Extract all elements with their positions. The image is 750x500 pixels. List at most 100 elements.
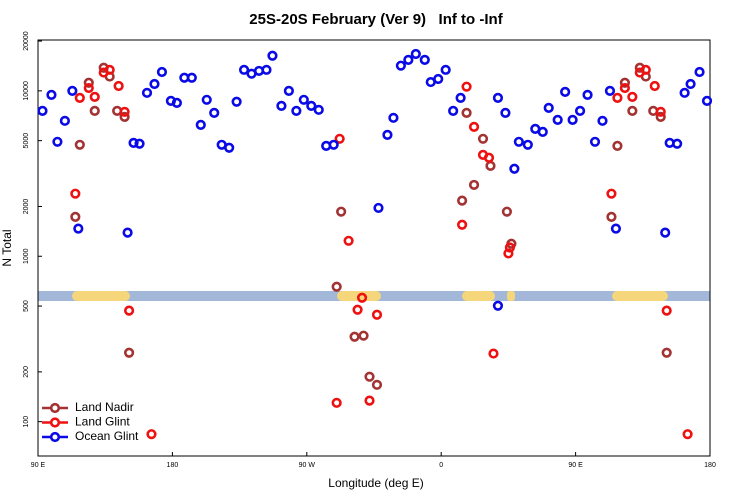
point xyxy=(224,142,235,153)
point xyxy=(483,152,495,163)
point xyxy=(543,102,554,113)
x-tick-label: 90 E xyxy=(568,462,583,469)
x-axis-label: Longitude (deg E) xyxy=(328,476,423,490)
point xyxy=(358,330,369,341)
point xyxy=(655,106,666,117)
point xyxy=(331,397,342,408)
point xyxy=(283,85,294,96)
point xyxy=(73,223,84,234)
point xyxy=(567,114,578,125)
point xyxy=(403,54,414,65)
point xyxy=(679,87,690,98)
point xyxy=(46,89,57,100)
point xyxy=(104,64,115,75)
point xyxy=(488,348,499,359)
point xyxy=(701,95,713,106)
point xyxy=(574,105,586,116)
point xyxy=(156,66,168,78)
point xyxy=(455,92,466,103)
point xyxy=(171,97,182,108)
land-strip xyxy=(612,291,668,301)
point xyxy=(373,202,384,214)
point xyxy=(477,133,489,144)
point xyxy=(612,92,623,103)
point xyxy=(503,248,514,259)
point xyxy=(619,82,630,94)
y-tick-label: 20000 xyxy=(23,31,30,51)
point xyxy=(83,77,94,88)
point xyxy=(336,206,347,217)
point xyxy=(74,139,85,150)
point xyxy=(468,179,480,191)
point xyxy=(604,85,616,96)
point xyxy=(128,137,139,148)
point xyxy=(83,82,94,94)
point xyxy=(276,100,287,112)
x-tick-label: 180 xyxy=(704,462,716,469)
point xyxy=(356,292,368,303)
x-tick-label: 90 E xyxy=(31,462,46,469)
point xyxy=(661,347,672,358)
point xyxy=(134,138,145,149)
legend-label: Ocean Glint xyxy=(75,429,139,443)
y-tick-label: 10000 xyxy=(23,81,30,101)
point xyxy=(122,227,133,238)
point xyxy=(509,163,520,174)
point xyxy=(655,111,666,122)
point xyxy=(59,115,70,126)
legend-label: Land Glint xyxy=(75,415,130,429)
point xyxy=(504,242,515,253)
land-strip xyxy=(507,291,515,301)
point xyxy=(70,211,81,222)
point xyxy=(70,188,81,199)
x-tick-label: 180 xyxy=(167,462,179,469)
point xyxy=(141,87,153,98)
point xyxy=(395,60,406,71)
point xyxy=(123,347,135,358)
point xyxy=(640,64,651,75)
point xyxy=(371,309,383,320)
point xyxy=(195,119,206,130)
point xyxy=(334,133,345,144)
point xyxy=(186,72,197,83)
point xyxy=(352,304,363,315)
point xyxy=(492,300,504,311)
point xyxy=(433,73,444,85)
point xyxy=(440,64,451,75)
point xyxy=(313,104,324,115)
point xyxy=(461,81,472,92)
point xyxy=(627,105,638,116)
point xyxy=(627,91,638,102)
point xyxy=(448,105,459,116)
point xyxy=(74,92,85,103)
plot-frame xyxy=(37,39,711,457)
point xyxy=(291,105,302,116)
legend-marker xyxy=(49,431,61,443)
point xyxy=(238,64,250,75)
point xyxy=(606,188,617,199)
legend-marker xyxy=(49,402,61,414)
point xyxy=(537,126,548,137)
point xyxy=(89,105,100,116)
map-strip xyxy=(38,291,710,301)
y-axis-label: N Total xyxy=(0,229,14,266)
point xyxy=(492,92,504,103)
point xyxy=(261,64,272,75)
point xyxy=(119,111,130,122)
point xyxy=(612,140,623,151)
point xyxy=(457,219,468,230)
legend-label: Land Nadir xyxy=(75,400,134,414)
point xyxy=(501,206,513,217)
y-tick-label: 5000 xyxy=(23,133,30,149)
x-tick-label: 90 W xyxy=(299,462,316,469)
point xyxy=(582,89,593,100)
point xyxy=(331,281,342,292)
point xyxy=(610,223,622,234)
point xyxy=(382,129,393,140)
point xyxy=(468,121,480,132)
point xyxy=(364,395,375,406)
point xyxy=(694,66,705,78)
point xyxy=(149,78,160,90)
point xyxy=(560,86,571,97)
